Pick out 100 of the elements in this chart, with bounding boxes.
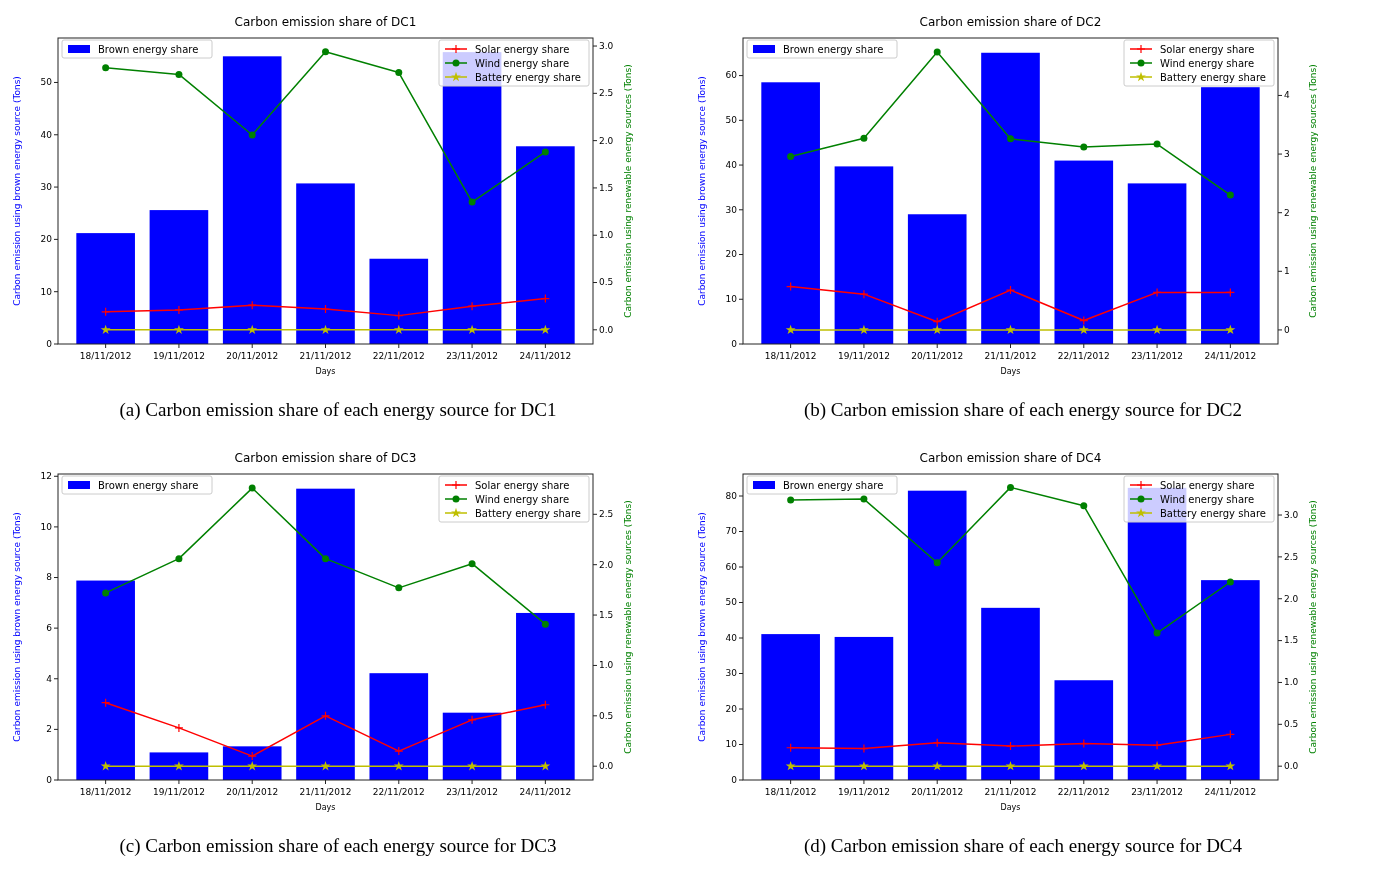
y2-tick-label: 2.5 [599, 88, 614, 99]
point [100, 324, 111, 334]
point [322, 555, 329, 563]
y2-tick-label: 0.5 [599, 710, 614, 721]
x-tick-label: 22/11/2012 [372, 351, 425, 361]
x-tick-label: 21/11/2012 [984, 787, 1037, 797]
y2-tick-label: 3.0 [1284, 509, 1299, 520]
point [1007, 135, 1014, 143]
text: (c) Carbon emission share of each energy source for DC3 [119, 835, 557, 857]
x-tick-label: 21/11/2012 [299, 351, 352, 361]
x-tick-label: 24/11/2012 [519, 787, 572, 797]
legend-label: Solar energy share [1160, 43, 1255, 55]
x-axis-title: Days [315, 803, 336, 812]
point [102, 589, 110, 597]
point [393, 761, 404, 771]
text: (d) Carbon emission share of each energy source for DC4 [803, 835, 1243, 857]
point [467, 324, 477, 334]
y-tick-label: 70 [725, 526, 738, 537]
point [395, 69, 403, 77]
y-tick-label: 50 [725, 115, 738, 126]
y2-tick-label: 0.0 [1284, 761, 1299, 772]
y-tick-label: 10 [725, 739, 738, 750]
bar [1127, 183, 1187, 344]
bar [149, 752, 209, 780]
point [248, 131, 256, 139]
y-tick-label: 30 [725, 204, 738, 215]
point [320, 324, 331, 334]
legend-label: Battery energy share [475, 507, 581, 519]
point [175, 555, 183, 563]
legend-label: Wind energy share [475, 493, 570, 505]
point [320, 761, 331, 771]
bar [761, 634, 820, 780]
point [933, 48, 941, 56]
point [859, 324, 869, 335]
x-tick-label: 18/11/2012 [764, 351, 817, 361]
point [1153, 629, 1161, 637]
point [174, 723, 184, 733]
legend-label: Wind energy share [1160, 493, 1255, 505]
y2-tick-label: 1.0 [1284, 677, 1299, 688]
y2-axis-title: Carbon emission using renewable energy sources (Tons) [623, 500, 633, 754]
y-tick-label: 0 [46, 338, 53, 349]
point [467, 301, 477, 311]
bar [834, 166, 894, 344]
y2-tick-label: 2 [1284, 207, 1290, 218]
y2-tick-label: 3.0 [599, 40, 614, 51]
y2-tick-label: 1.5 [1284, 635, 1299, 646]
point [468, 198, 476, 206]
y2-axis-title: Carbon emission using renewable energy sources (Tons) [623, 64, 633, 318]
point [541, 620, 549, 628]
point [859, 289, 869, 299]
bar [76, 580, 135, 780]
chart-title: Carbon emission share of DC2 [919, 15, 1102, 29]
x-tick-label: 20/11/2012 [911, 351, 964, 361]
y-axis-title: Carbon emission using brown energy source (Tons) [12, 76, 22, 306]
y2-tick-label: 3 [1284, 148, 1290, 159]
point [859, 761, 869, 771]
x-axis-title: Days [315, 367, 336, 376]
y-tick-label: 20 [725, 249, 738, 260]
x-tick-label: 21/11/2012 [299, 787, 352, 797]
legend-label: Brown energy share [783, 43, 884, 55]
y-axis-title: Carbon emission using brown energy source (Tons) [697, 76, 707, 306]
chart-title: Carbon emission share of DC4 [919, 451, 1102, 465]
y-tick-label: 40 [725, 632, 738, 643]
legend-label: Wind energy share [475, 57, 570, 69]
y2-tick-label: 0.5 [599, 277, 614, 288]
point [787, 496, 795, 504]
point [320, 304, 331, 314]
bar [1201, 580, 1260, 780]
point [1226, 191, 1234, 199]
y-tick-label: 4 [46, 673, 53, 684]
point [247, 324, 258, 334]
point [540, 324, 551, 334]
point [1225, 324, 1236, 335]
y-tick-label: 12 [40, 471, 52, 482]
point [102, 64, 110, 72]
bar [516, 612, 575, 780]
point [932, 324, 943, 335]
bar [1054, 160, 1114, 344]
point [933, 559, 941, 567]
bar [149, 210, 209, 344]
x-tick-label: 23/11/2012 [446, 787, 499, 797]
point [174, 324, 184, 334]
x-tick-label: 24/11/2012 [1204, 351, 1257, 361]
x-tick-label: 20/11/2012 [226, 351, 279, 361]
x-tick-label: 19/11/2012 [837, 351, 890, 361]
y2-tick-label: 1.5 [599, 182, 614, 193]
legend-label: Brown energy share [783, 479, 884, 491]
x-tick-label: 23/11/2012 [1131, 351, 1184, 361]
y-axis-title: Carbon emission using brown energy source (Tons) [12, 512, 22, 742]
x-axis-title: Days [1000, 803, 1021, 812]
y2-tick-label: 1.0 [599, 660, 614, 671]
point [860, 495, 868, 503]
bar [296, 488, 355, 780]
y-tick-label: 50 [40, 77, 53, 88]
point [247, 751, 257, 761]
point [787, 152, 795, 160]
point [1152, 287, 1162, 298]
point [1152, 324, 1162, 335]
x-tick-label: 20/11/2012 [226, 787, 279, 797]
y-tick-label: 80 [725, 490, 738, 501]
